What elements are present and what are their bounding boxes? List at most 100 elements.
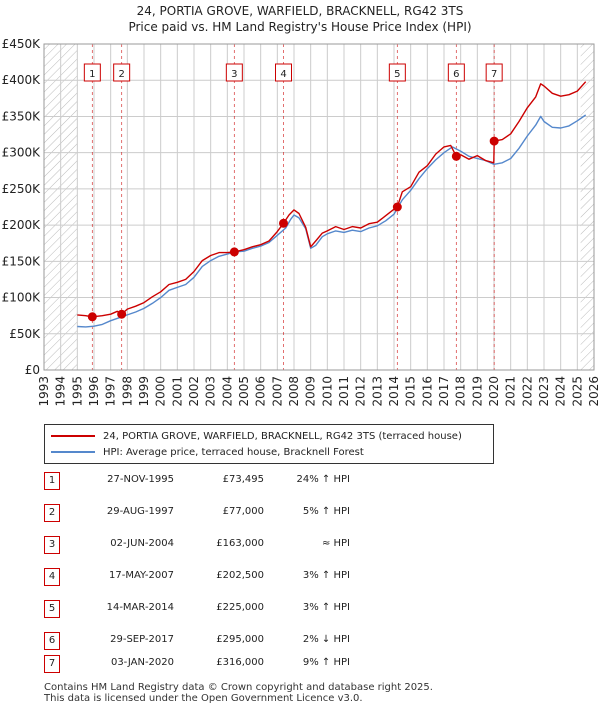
- sale-price: £225,000: [216, 602, 264, 613]
- sale-row: 2 29-AUG-1997 £77,000 5% ↑ HPI: [44, 504, 404, 524]
- sale-number-badge: 1: [44, 472, 60, 490]
- sale-date: 27-NOV-1995: [107, 474, 174, 485]
- x-tick-label: 2004: [220, 376, 234, 407]
- sale-price: £163,000: [216, 538, 264, 549]
- chart-title: 24, PORTIA GROVE, WARFIELD, BRACKNELL, R…: [136, 4, 464, 18]
- sale-point: [87, 312, 97, 322]
- sale-point: [392, 202, 402, 212]
- sale-row: 7 03-JAN-2020 £316,000 9% ↑ HPI: [44, 655, 404, 675]
- sale-price: £316,000: [216, 657, 264, 668]
- sale-number-badge: 2: [44, 504, 60, 522]
- price-chart: 1 2 3 4 5 6 7 £0 £50K £100K £150K £200K £250K £300K £…: [2, 37, 600, 407]
- sale-marker-label: 2: [118, 69, 124, 80]
- sale-point: [489, 136, 499, 146]
- y-tick-label: £400K: [2, 73, 42, 87]
- legend-swatch-price: [51, 435, 95, 437]
- sale-date: 03-JAN-2020: [110, 657, 174, 668]
- x-tick-label: 2020: [487, 376, 501, 407]
- sale-row: 3 02-JUN-2004 £163,000 ≈ HPI: [44, 536, 404, 556]
- x-tick-label: 2017: [437, 376, 451, 407]
- x-tick-label: 2008: [287, 376, 301, 407]
- sale-marker-box: [83, 63, 101, 82]
- x-tick-label: 1994: [54, 376, 68, 407]
- sale-marker-box: [485, 63, 503, 82]
- x-tick-label: 2012: [354, 376, 368, 407]
- sale-row: 4 17-MAY-2007 £202,500 3% ↑ HPI: [44, 568, 404, 588]
- x-tick-label: 1993: [37, 376, 51, 407]
- x-tick-label: 2010: [320, 376, 334, 407]
- x-tick-label: 2000: [154, 376, 168, 407]
- footer-copyright: Contains HM Land Registry data © Crown c…: [44, 682, 433, 693]
- x-tick-label: 2016: [420, 376, 434, 407]
- x-tick-label: 2005: [237, 376, 251, 407]
- sale-row: 5 14-MAR-2014 £225,000 3% ↑ HPI: [44, 600, 404, 620]
- legend-swatch-hpi: [51, 451, 95, 453]
- sale-date: 29-SEP-2017: [110, 634, 174, 645]
- sale-hpi-comparison: 3% ↑ HPI: [302, 570, 350, 581]
- y-tick-label: £200K: [2, 218, 42, 232]
- x-tick-label: 2003: [204, 376, 218, 407]
- sale-hpi-comparison: 2% ↓ HPI: [302, 634, 350, 645]
- sale-row: 1 27-NOV-1995 £73,495 24% ↑ HPI: [44, 472, 404, 492]
- y-tick-label: £450K: [2, 37, 42, 51]
- x-tick-label: 2013: [370, 376, 384, 407]
- sale-marker-box: [225, 63, 243, 82]
- y-tick-label: £100K: [2, 291, 42, 305]
- sale-date: 14-MAR-2014: [106, 602, 174, 613]
- sale-price: £77,000: [222, 506, 264, 517]
- sale-number-badge: 7: [44, 655, 60, 673]
- sale-number-badge: 6: [44, 632, 60, 650]
- x-tick-label: 1998: [120, 376, 134, 407]
- x-tick-label: 2023: [537, 376, 551, 407]
- x-tick-label: 2015: [404, 376, 418, 407]
- legend-item-price: 24, PORTIA GROVE, WARFIELD, BRACKNELL, R…: [51, 428, 462, 444]
- x-tick-label: 2022: [520, 376, 534, 407]
- sale-number-badge: 4: [44, 568, 60, 586]
- x-tick-label: 2018: [454, 376, 468, 407]
- sale-number-badge: 5: [44, 600, 60, 618]
- y-tick-label: £50K: [9, 327, 41, 341]
- legend-label-hpi: HPI: Average price, terraced house, Brac…: [103, 446, 364, 458]
- sale-hpi-comparison: 9% ↑ HPI: [302, 657, 350, 668]
- x-tick-label: 2002: [187, 376, 201, 407]
- sale-hpi-comparison: 3% ↑ HPI: [302, 602, 350, 613]
- sale-marker-label: 6: [453, 69, 459, 80]
- price-paid-line: [77, 81, 587, 318]
- sale-marker-label: 5: [394, 69, 400, 80]
- sale-hpi-comparison: 24% ↑ HPI: [296, 474, 350, 485]
- footer-attribution: Contains HM Land Registry data © Crown c…: [44, 682, 433, 704]
- x-tick-label: 2001: [170, 376, 184, 407]
- chart-legend: 24, PORTIA GROVE, WARFIELD, BRACKNELL, R…: [44, 424, 494, 464]
- sale-marker-label: 4: [280, 69, 286, 80]
- x-tick-label: 2011: [337, 376, 351, 407]
- sale-date: 02-JUN-2004: [110, 538, 174, 549]
- x-tick-label: 1996: [87, 376, 101, 407]
- sale-marker-box: [275, 63, 292, 82]
- sale-point: [229, 247, 239, 257]
- sale-marker-box: [447, 63, 465, 82]
- sale-date: 17-MAY-2007: [108, 570, 174, 581]
- x-tick-label: 2025: [570, 376, 584, 407]
- sale-point: [117, 309, 127, 319]
- sale-price: £295,000: [216, 634, 264, 645]
- chart-subtitle: Price paid vs. HM Land Registry's House …: [128, 20, 472, 34]
- hpi-line: [77, 114, 587, 328]
- y-tick-label: £0: [25, 363, 40, 377]
- y-tick-label: £300K: [2, 146, 42, 160]
- x-tick-label: 2019: [470, 376, 484, 407]
- legend-label-price: 24, PORTIA GROVE, WARFIELD, BRACKNELL, R…: [103, 430, 462, 442]
- sale-row: 6 29-SEP-2017 £295,000 2% ↓ HPI: [44, 632, 404, 652]
- sale-marker-label: 7: [491, 69, 497, 80]
- x-tick-label: 2006: [254, 376, 268, 407]
- sale-marker-box: [388, 63, 406, 82]
- hatched-region: [580, 44, 594, 370]
- x-tick-label: 1999: [137, 376, 151, 407]
- x-tick-label: 1997: [104, 376, 118, 407]
- sale-marker-label: 1: [89, 69, 95, 80]
- x-tick-label: 2014: [387, 376, 401, 407]
- sale-price: £202,500: [216, 570, 264, 581]
- x-tick-label: 2021: [504, 376, 518, 407]
- plot-frame: [43, 43, 595, 371]
- sale-marker-label: 3: [231, 69, 237, 80]
- sale-point: [279, 218, 288, 228]
